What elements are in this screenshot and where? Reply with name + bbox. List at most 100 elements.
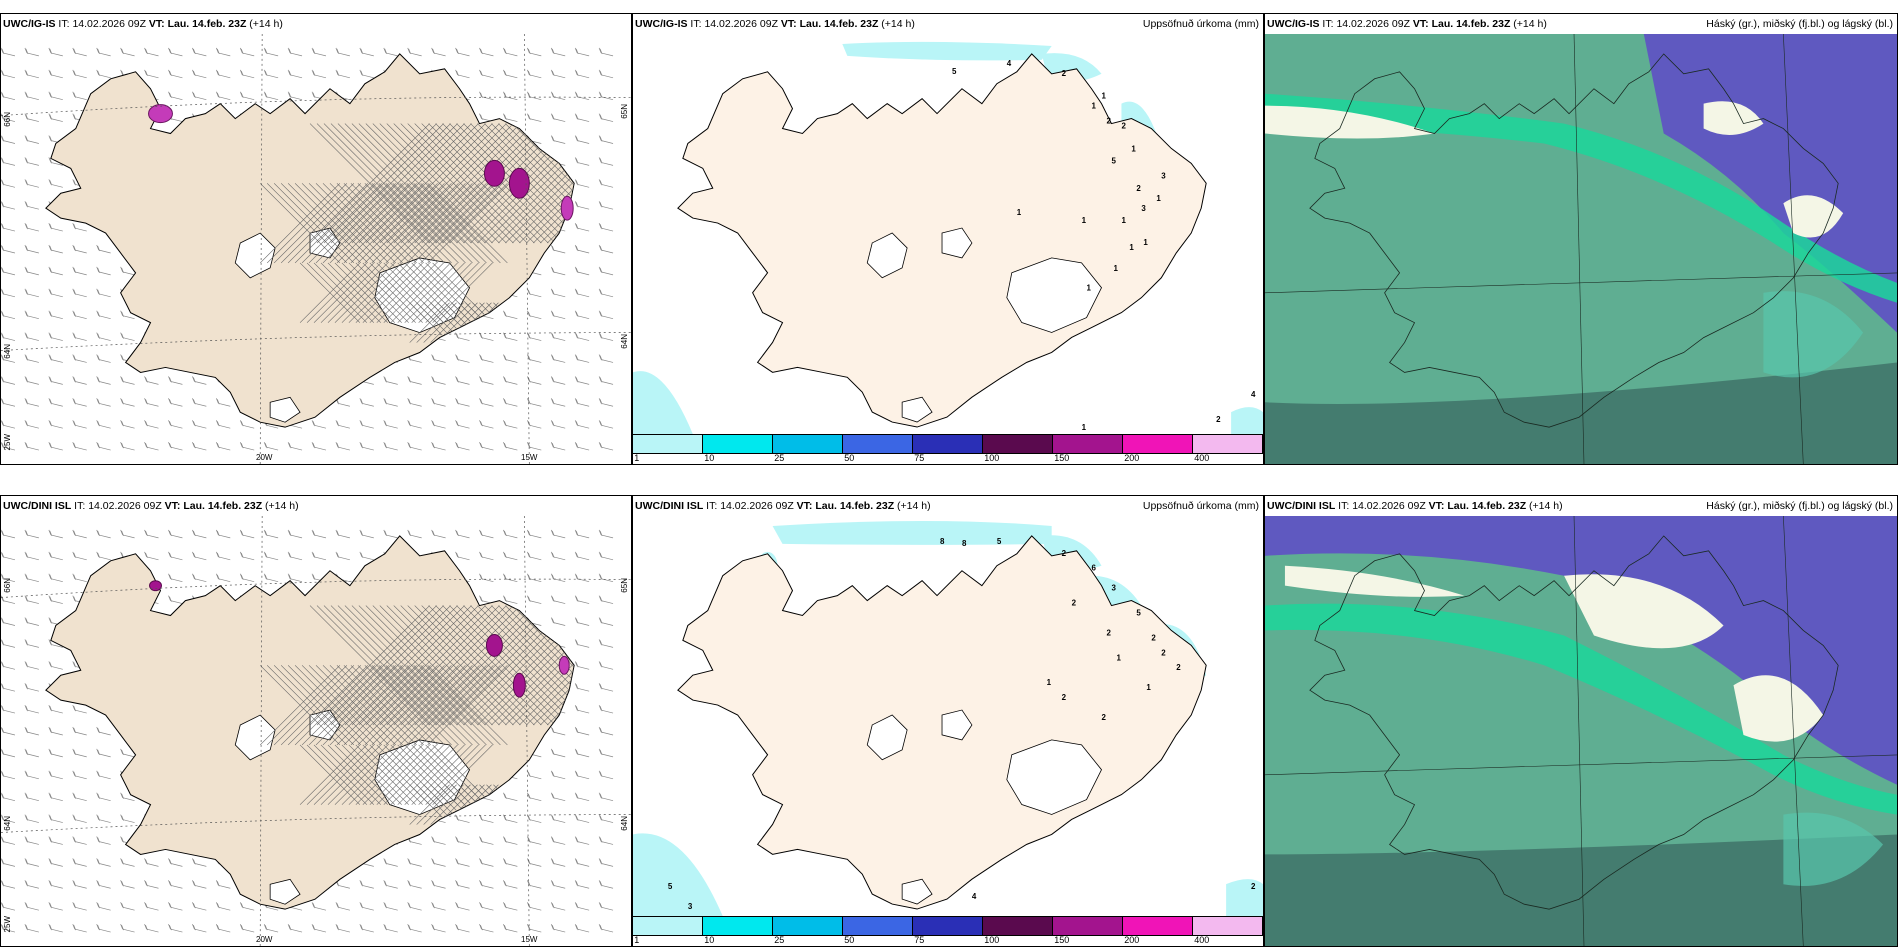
iceland-wind-svg <box>1 34 631 464</box>
lead-time: (+14 h) <box>265 500 299 512</box>
graticule <box>1 516 631 946</box>
legend-swatch <box>913 435 983 453</box>
glacier <box>1006 739 1102 815</box>
precip-amount-label: 2 <box>1062 549 1067 558</box>
it-label: IT: <box>690 18 702 30</box>
precip-amount-label: 1 <box>1047 678 1052 687</box>
it-label: IT: <box>706 500 718 512</box>
valid-time: Lau. 14.feb. 23Z <box>1447 500 1527 512</box>
issue-time: 14.02.2026 09Z <box>1336 18 1410 30</box>
precip-amount-label: 4 <box>1251 390 1256 399</box>
wind-barb-map[interactable]: 66N 64N 65N 64N 25W 20W 15W <box>1 516 631 946</box>
precip-amount-label: 2 <box>1072 599 1077 608</box>
lat-label-64n-right: 64N <box>620 816 629 831</box>
legend-tick-label: 50 <box>844 453 855 463</box>
iceland-outline <box>1309 535 1839 910</box>
lat-label-64n-right: 64N <box>620 334 629 349</box>
lon-label-20w: 20W <box>256 453 273 462</box>
legend-tick-label: 25 <box>774 935 785 945</box>
model-name: UWC/DINI ISL <box>1267 500 1336 512</box>
lead-time: (+14 h) <box>897 500 931 512</box>
legend-ticks: 1 10 25 50 75 100 150 200 400 <box>633 935 1263 946</box>
legend-tick-label: 1 <box>634 453 640 463</box>
precip-amount-label: 2 <box>1216 415 1221 424</box>
issue-time: 14.02.2026 09Z <box>88 500 162 512</box>
graticule <box>1 34 631 464</box>
glacier <box>269 396 301 423</box>
precip-amount-label: 5 <box>997 537 1002 546</box>
glacier <box>866 232 908 279</box>
lead-time: (+14 h) <box>1513 18 1547 30</box>
model-name: UWC/DINI ISL <box>3 500 72 512</box>
graticule <box>1265 34 1897 464</box>
precip-amount-label: 1 <box>1131 144 1136 153</box>
panel-header: UWC/IG-IS IT: 14.02.2026 09Z VT: Lau. 14… <box>1 14 631 34</box>
legend-tick-label: 10 <box>704 935 715 945</box>
valid-time: Lau. 14.feb. 23Z <box>815 500 895 512</box>
precip-amount-label: 3 <box>1161 171 1166 180</box>
glacier <box>866 714 908 761</box>
precip-amount-label: 1 <box>1082 216 1087 225</box>
lon-label-15w: 15W <box>521 453 538 462</box>
vt-label: VT: <box>1428 500 1445 512</box>
precip-amount-label: 2 <box>1102 713 1107 722</box>
glacier <box>234 714 276 761</box>
cloud-map-panel-bottom: UWC/DINI ISL IT: 14.02.2026 09Z VT: Lau.… <box>1264 495 1898 947</box>
legend-swatch <box>913 917 983 935</box>
precip-blobs <box>149 580 570 698</box>
precip-amount-label: 4 <box>972 892 977 901</box>
precip-legend: 1 10 25 50 75 100 150 200 400 <box>633 916 1263 946</box>
legend-tick-label: 200 <box>1124 453 1140 463</box>
precip-amount-label: 1 <box>1116 653 1121 662</box>
lon-label-25w: 25W <box>3 434 12 451</box>
precip-amount-label: 2 <box>1062 693 1067 702</box>
precip-amount-label: 2 <box>1176 663 1181 672</box>
precip-amount-label: 4 <box>1007 59 1012 68</box>
it-label: IT: <box>58 18 70 30</box>
glacier <box>1006 257 1102 333</box>
precip-amount-label: 8 <box>940 537 945 546</box>
graticule <box>1265 516 1897 946</box>
precip-amount-label: 5 <box>668 882 673 891</box>
precip-amount-label: 1 <box>1113 264 1118 273</box>
wind-barb-map[interactable]: 66N 64N 65N 64N 25W 20W 15W <box>1 34 631 464</box>
legend-swatch <box>843 435 913 453</box>
panel-header: UWC/IG-IS IT: 14.02.2026 09Z VT: Lau. 14… <box>1265 14 1897 34</box>
cloud-map[interactable] <box>1265 516 1897 946</box>
precip-amount-label: 5 <box>952 67 957 76</box>
glacier <box>901 878 933 905</box>
precip-amount-label: 1 <box>1092 102 1097 111</box>
precip-amount-label: 2 <box>1136 184 1141 193</box>
glacier <box>941 227 973 259</box>
lon-label-20w: 20W <box>256 935 273 944</box>
lead-time: (+14 h) <box>249 18 283 30</box>
legend-tick-label: 1 <box>634 935 640 945</box>
precip-legend: 1 10 25 50 75 100 150 200 400 <box>633 434 1263 464</box>
panel-header: UWC/DINI ISL IT: 14.02.2026 09Z VT: Lau.… <box>1265 496 1897 516</box>
panel-header: UWC/DINI ISL IT: 14.02.2026 09Z VT: Lau.… <box>633 496 1263 516</box>
cloud-map[interactable] <box>1265 34 1897 464</box>
glacier <box>234 232 276 279</box>
precip-amount-label: 1 <box>1082 423 1087 432</box>
legend-tick-label: 50 <box>844 935 855 945</box>
lat-label-65n-right: 65N <box>620 578 629 593</box>
precip-amount-label: 3 <box>1141 204 1146 213</box>
issue-time: 14.02.2026 09Z <box>704 18 778 30</box>
issue-time: 14.02.2026 09Z <box>720 500 794 512</box>
precip-amount-label: 3 <box>688 902 693 911</box>
legend-swatch <box>773 435 843 453</box>
panel-header: UWC/IG-IS IT: 14.02.2026 09Z VT: Lau. 14… <box>633 14 1263 34</box>
precip-amount-label: 1 <box>1087 284 1092 293</box>
legend-swatch <box>1193 435 1263 453</box>
lat-label-64n: 64N <box>3 816 12 831</box>
legend-colorbar <box>633 916 1263 936</box>
it-label: IT: <box>1322 18 1334 30</box>
precip-amount-label: 1 <box>1121 216 1126 225</box>
valid-time: Lau. 14.feb. 23Z <box>183 500 263 512</box>
precip-amount-label: 2 <box>1106 117 1111 126</box>
legend-colorbar <box>633 434 1263 454</box>
precip-amount-label: 5 <box>1111 156 1116 165</box>
